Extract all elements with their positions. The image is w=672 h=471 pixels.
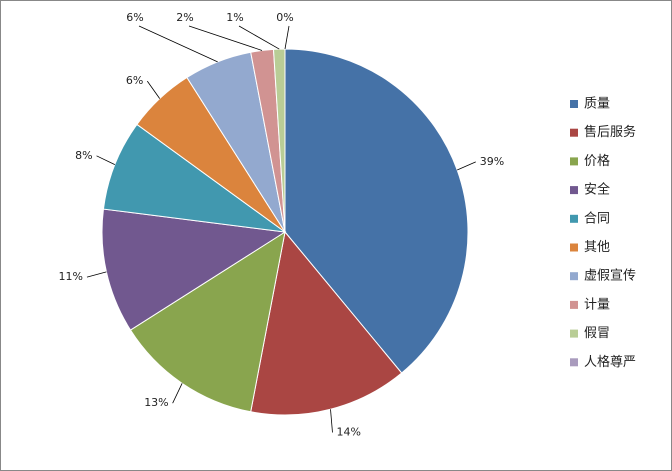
legend-label: 售后服务	[584, 124, 636, 140]
data-label: 6%	[126, 74, 143, 87]
data-label: 6%	[126, 11, 143, 24]
legend-swatch	[570, 272, 578, 281]
leader-line	[188, 25, 263, 51]
leader-line	[172, 383, 183, 404]
data-label: 2%	[176, 11, 193, 24]
leader-line	[86, 271, 107, 278]
legend-label: 计量	[584, 297, 610, 312]
legend-swatch	[570, 358, 578, 367]
legend-label: 合同	[584, 211, 610, 226]
pie-slice	[101, 208, 287, 331]
legend-swatch	[570, 128, 578, 137]
leader-line	[138, 25, 218, 63]
data-label: 11%	[59, 270, 83, 283]
pie-slice	[102, 123, 286, 233]
legend-label: 人格尊严	[584, 354, 636, 370]
legend-label: 价格	[584, 153, 610, 169]
legend-swatch	[570, 100, 578, 108]
pie-slice	[250, 230, 403, 416]
data-label: 1%	[226, 11, 243, 24]
leader-line	[238, 25, 280, 50]
legend-label: 安全	[584, 182, 610, 198]
legend-swatch	[570, 243, 578, 252]
data-label: 39%	[480, 155, 504, 168]
leader-line	[146, 80, 161, 99]
leader-line	[96, 155, 116, 165]
leader-line	[457, 161, 476, 171]
legend-swatch	[570, 214, 578, 223]
data-label: 0%	[276, 11, 293, 24]
leader-line	[284, 25, 290, 50]
data-label: 8%	[75, 149, 92, 162]
legend-swatch	[570, 300, 578, 309]
data-label: 14%	[336, 425, 360, 438]
legend-label: 虚假宣传	[584, 268, 636, 284]
legend-swatch	[570, 329, 578, 338]
data-label: 13%	[144, 396, 168, 409]
legend-label: 质量	[584, 97, 610, 112]
legend-label: 其他	[584, 240, 610, 255]
legend-swatch	[570, 157, 578, 166]
legend-swatch	[570, 186, 578, 195]
legend-label: 假冒	[584, 326, 610, 341]
leader-line	[330, 409, 333, 433]
